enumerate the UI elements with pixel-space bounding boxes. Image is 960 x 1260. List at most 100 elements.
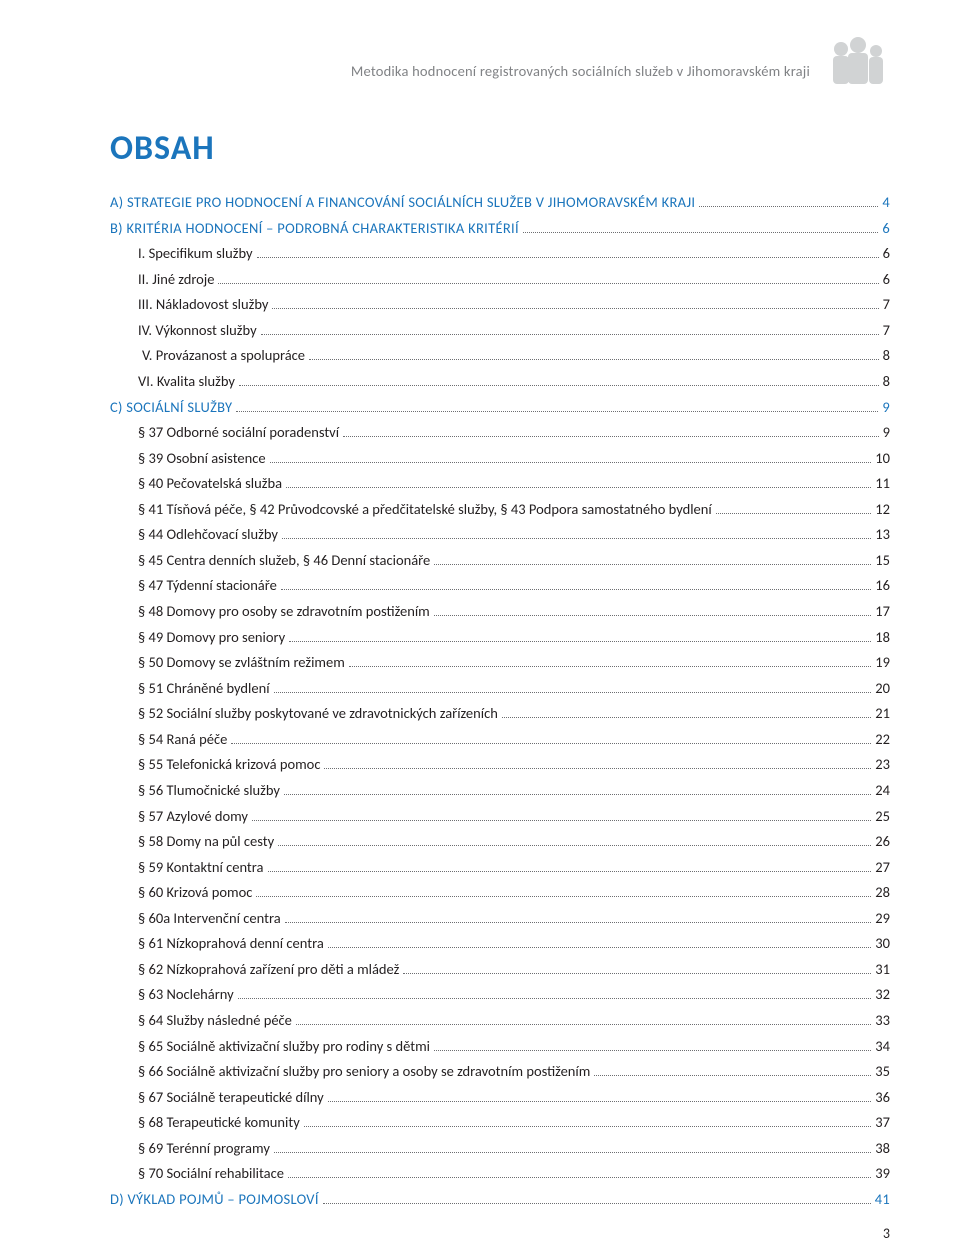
toc-leader-dots (309, 350, 879, 360)
toc-entry-label: § 52 Sociální služby poskytované ve zdra… (138, 702, 498, 724)
toc-entry-row: § 65 Sociálně aktivizační služby pro rod… (110, 1035, 890, 1057)
toc-entry-label: III. Nákladovost služby (138, 293, 268, 315)
toc-leader-dots (285, 913, 872, 923)
toc-entry-page: 28 (875, 881, 890, 903)
toc-entry-label: § 67 Sociálně terapeutické dílny (138, 1086, 324, 1108)
toc-entry-row: § 59 Kontaktní centra 27 (110, 856, 890, 878)
toc-entry-row: § 68 Terapeutické komunity37 (110, 1111, 890, 1133)
toc-entry-row: § 49 Domovy pro seniory18 (110, 626, 890, 648)
toc-entry-page: 20 (875, 677, 890, 699)
toc-entry-row: § 50 Domovy se zvláštním režimem19 (110, 651, 890, 673)
toc-leader-dots (272, 299, 878, 309)
toc-entry-label: I. Specifikum služby (138, 242, 253, 264)
toc-entry-label: § 57 Azylové domy (138, 805, 248, 827)
toc-entry-row: § 62 Nízkoprahová zařízení pro děti a ml… (110, 958, 890, 980)
toc-entry-row: § 41 Tísňová péče, § 42 Průvodcovské a p… (110, 498, 890, 520)
toc-leader-dots (328, 1092, 872, 1102)
toc-entry-row: § 60a Intervenční centra29 (110, 907, 890, 929)
toc-entry-row: § 63 Noclehárny32 (110, 983, 890, 1005)
toc-entry-page: 9 (882, 396, 890, 418)
toc-leader-dots (594, 1066, 871, 1076)
toc-entry-row: III. Nákladovost služby7 (110, 293, 890, 315)
toc-entry-label: § 55 Telefonická krizová pomoc (138, 753, 320, 775)
toc-entry-label: § 49 Domovy pro seniory (138, 626, 285, 648)
toc-entry-row: § 55 Telefonická krizová pomoc 23 (110, 753, 890, 775)
toc-entry-page: 17 (875, 600, 890, 622)
toc-leader-dots (502, 708, 871, 718)
toc-leader-dots (252, 810, 871, 820)
toc-leader-dots (716, 504, 872, 514)
toc-leader-dots (282, 529, 871, 539)
toc-entry-page: 13 (875, 523, 890, 545)
toc-entry-page: 8 (883, 370, 890, 392)
toc-entry-page: 26 (875, 830, 890, 852)
toc-entry-page: 32 (875, 983, 890, 1005)
toc-entry-row: § 51 Chráněné bydlení20 (110, 677, 890, 699)
toc-entry-page: 9 (883, 421, 890, 443)
toc-entry-label: B) KRITÉRIA HODNOCENÍ – PODROBNÁ CHARAKT… (110, 217, 519, 239)
toc-leader-dots (274, 683, 872, 693)
toc-section-row: A) STRATEGIE PRO HODNOCENÍ A FINANCOVÁNÍ… (110, 191, 890, 213)
toc-entry-page: 6 (882, 217, 890, 239)
toc-entry-page: 15 (875, 549, 890, 571)
toc-leader-dots (288, 1168, 871, 1178)
toc-entry-label: II. Jiné zdroje (138, 268, 214, 290)
toc-entry-page: 23 (875, 753, 890, 775)
toc-section-row: B) KRITÉRIA HODNOCENÍ – PODROBNÁ CHARAKT… (110, 217, 890, 239)
toc-entry-row: § 54 Raná péče 22 (110, 728, 890, 750)
toc-leader-dots (239, 376, 879, 386)
toc-entry-row: § 67 Sociálně terapeutické dílny 36 (110, 1086, 890, 1108)
toc-entry-page: 41 (875, 1188, 890, 1210)
page: Metodika hodnocení registrovaných sociál… (0, 0, 960, 1260)
toc-entry-page: 19 (875, 651, 890, 673)
toc-entry-page: 39 (875, 1162, 890, 1184)
toc-entry-label: C) SOCIÁLNÍ SLUŽBY (110, 396, 232, 418)
page-title: OBSAH (110, 128, 890, 169)
toc-entry-row: § 58 Domy na půl cesty26 (110, 830, 890, 852)
toc-entry-label: V. Provázanost a spolupráce (142, 344, 305, 366)
toc-entry-row: § 47 Týdenní stacionáře16 (110, 574, 890, 596)
toc-entry-label: § 62 Nízkoprahová zařízení pro děti a ml… (138, 958, 399, 980)
toc-leader-dots (257, 248, 879, 258)
toc-entry-page: 6 (883, 268, 890, 290)
toc-leader-dots (256, 887, 871, 897)
toc-entry-row: V. Provázanost a spolupráce8 (110, 344, 890, 366)
table-of-contents: A) STRATEGIE PRO HODNOCENÍ A FINANCOVÁNÍ… (110, 191, 890, 1210)
toc-entry-label: § 47 Týdenní stacionáře (138, 574, 277, 596)
toc-entry-page: 36 (875, 1086, 890, 1108)
toc-entry-row: § 45 Centra denních služeb, § 46 Denní s… (110, 549, 890, 571)
toc-entry-page: 12 (875, 498, 890, 520)
toc-leader-dots (403, 964, 871, 974)
people-group-icon (824, 36, 890, 84)
toc-leader-dots (218, 274, 878, 284)
toc-leader-dots (323, 1194, 871, 1204)
toc-entry-label: § 60a Intervenční centra (138, 907, 281, 929)
toc-entry-label: IV. Výkonnost služby (138, 319, 257, 341)
toc-entry-page: 11 (875, 472, 890, 494)
toc-leader-dots (343, 427, 879, 437)
toc-entry-page: 30 (875, 932, 890, 954)
toc-entry-row: § 44 Odlehčovací služby13 (110, 523, 890, 545)
toc-section-row: C) SOCIÁLNÍ SLUŽBY 9 (110, 396, 890, 418)
toc-entry-label: § 59 Kontaktní centra (138, 856, 264, 878)
toc-entry-row: § 66 Sociálně aktivizační služby pro sen… (110, 1060, 890, 1082)
toc-leader-dots (434, 1040, 871, 1050)
toc-entry-page: 33 (875, 1009, 890, 1031)
toc-entry-label: VI. Kvalita služby (138, 370, 235, 392)
toc-leader-dots (523, 222, 878, 232)
toc-entry-row: § 40 Pečovatelská služba11 (110, 472, 890, 494)
toc-entry-page: 22 (875, 728, 890, 750)
toc-entry-page: 24 (875, 779, 890, 801)
toc-entry-page: 25 (875, 805, 890, 827)
toc-entry-label: § 41 Tísňová péče, § 42 Průvodcovské a p… (138, 498, 712, 520)
toc-entry-page: 27 (875, 856, 890, 878)
toc-entry-page: 6 (883, 242, 890, 264)
toc-entry-row: VI. Kvalita služby 8 (110, 370, 890, 392)
toc-entry-page: 35 (875, 1060, 890, 1082)
toc-entry-label: D) VÝKLAD POJMŮ – POJMOSLOVÍ (110, 1188, 319, 1210)
toc-entry-label: § 69 Terénní programy (138, 1137, 270, 1159)
toc-entry-label: § 54 Raná péče (138, 728, 227, 750)
toc-entry-label: A) STRATEGIE PRO HODNOCENÍ A FINANCOVÁNÍ… (110, 191, 695, 213)
toc-leader-dots (434, 555, 871, 565)
page-number: 3 (883, 1225, 890, 1242)
